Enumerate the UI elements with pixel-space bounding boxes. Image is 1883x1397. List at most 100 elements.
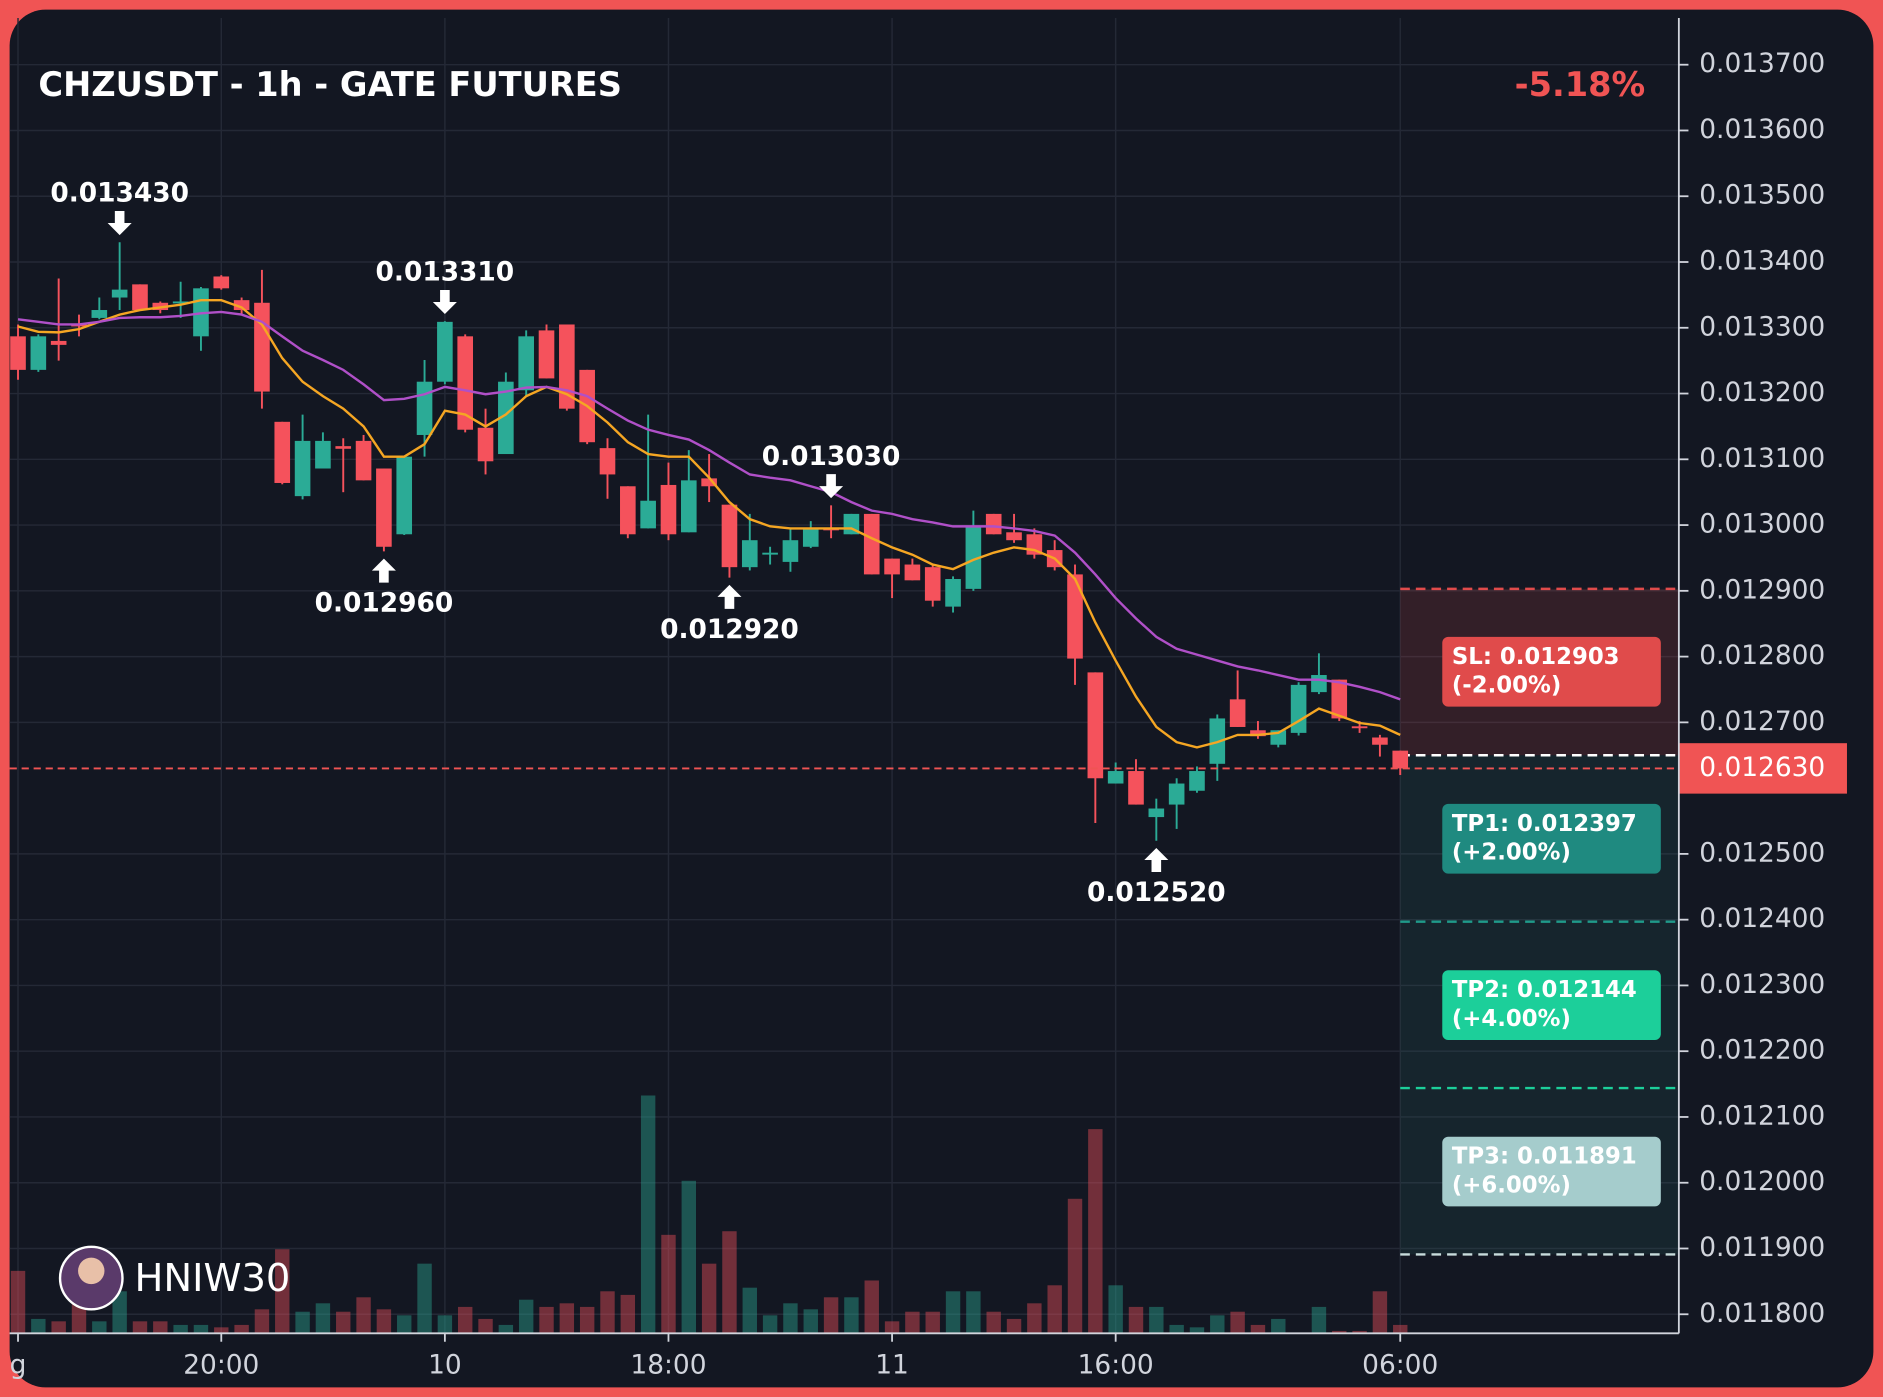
candle-body [30,336,47,370]
price-tag-label: 0.012630 [1699,752,1825,783]
volume-bar [905,1311,920,1334]
candle-body [884,558,900,575]
x-tick-label: 10 [428,1349,462,1380]
volume-bar [397,1315,412,1334]
y-tick-label: 0.013100 [1699,443,1825,474]
candle-body [132,284,148,311]
volume-bar [945,1291,961,1334]
y-tick-label: 0.012300 [1699,969,1825,1000]
candle-body [396,456,413,535]
volume-bar [1210,1315,1225,1334]
candle-body [1250,730,1266,737]
volume-bar [1250,1324,1266,1334]
volume-bar [10,1270,26,1334]
candle-body [680,480,697,533]
volume-bar [214,1327,229,1334]
y-tick-label: 0.011900 [1699,1232,1825,1263]
candle-body [782,540,799,562]
candle-body [1392,750,1409,769]
x-tick-label: 11 [875,1349,909,1380]
ma-line [17,298,1401,749]
candle-body [477,427,494,462]
volume-bar [437,1315,453,1334]
candle-body [457,336,474,430]
candle-body [213,276,230,289]
level-label: TP3: 0.011891 [1452,1144,1637,1170]
volume-bar [518,1299,534,1334]
volume-bar [986,1311,1001,1334]
y-tick-label: 0.012400 [1699,903,1825,934]
candle-body [1351,726,1368,729]
plot [10,242,1409,841]
volume-bar [71,1303,87,1334]
volume-bar [51,1321,66,1334]
volume-bar [1149,1306,1164,1334]
volume-bar [132,1321,148,1334]
candle-body [945,579,961,607]
y-tick-label: 0.012900 [1699,574,1825,605]
volume-bar [1067,1198,1083,1334]
candle-body [1087,672,1104,779]
candle-body [416,381,433,435]
candle-body [172,301,189,304]
candle-body [701,478,717,487]
volume-bar [356,1297,371,1334]
annotation-label: 0.013310 [376,257,515,288]
candle-body [1148,808,1165,818]
volume-bar [336,1311,351,1334]
volume-bar [579,1306,595,1334]
candle-body [50,340,67,345]
candle-body [741,540,758,568]
volume-bar [701,1263,717,1334]
level-label: TP1: 0.012397 [1452,811,1637,837]
level-label: TP2: 0.012144 [1452,977,1637,1003]
candle-body [1067,574,1083,659]
annotation-label: 0.013030 [762,441,901,472]
candle-body [518,336,534,391]
level-box [1442,970,1661,1040]
y-tick-label: 0.013400 [1699,246,1825,277]
level-box [1442,636,1661,707]
level-box [1442,1136,1661,1207]
volume-bar [884,1321,900,1334]
candle-body [599,448,616,475]
candle-body [1372,737,1388,745]
y-tick-label: 0.012200 [1699,1035,1825,1066]
volume-bar [844,1297,859,1334]
candle-body [965,526,982,589]
level-box [1442,803,1661,874]
candle-body [904,564,921,581]
volume-bar [661,1234,676,1334]
candle-body [559,324,575,409]
candle-body [274,421,291,483]
candle-body [254,302,270,392]
candle-body [1006,532,1022,541]
volume-bar [925,1311,940,1334]
candle-body [802,528,819,547]
y-tick-label: 0.013300 [1699,311,1825,342]
volume-bar [234,1324,249,1334]
candle-body [640,500,656,529]
x-tick-label: 16:00 [1078,1349,1154,1380]
volume-bar [1230,1311,1245,1334]
y-tick-label: 0.013700 [1699,48,1825,79]
y-tick-label: 0.012000 [1699,1166,1825,1197]
candle-body [1311,675,1327,693]
change: -5.18% [1515,65,1646,104]
candle-body [1229,699,1246,727]
candle-body [924,567,941,601]
volume-bar [1027,1303,1042,1334]
volume-bar [1352,1330,1367,1334]
grid: 0.013700 0.013600 0.013500 0.013400 0.013300… [9,18,1825,1380]
candle-body [91,310,108,318]
volume-bar [722,1231,737,1334]
y-tick-label: 0.012700 [1699,706,1825,737]
candle-body [1290,684,1307,733]
arrow [107,211,132,236]
candle-body [376,468,392,547]
volume-bar [478,1318,493,1334]
y-tick-label: 0.011800 [1699,1298,1825,1329]
volume-bar [295,1311,310,1334]
volume-bar [640,1095,656,1334]
